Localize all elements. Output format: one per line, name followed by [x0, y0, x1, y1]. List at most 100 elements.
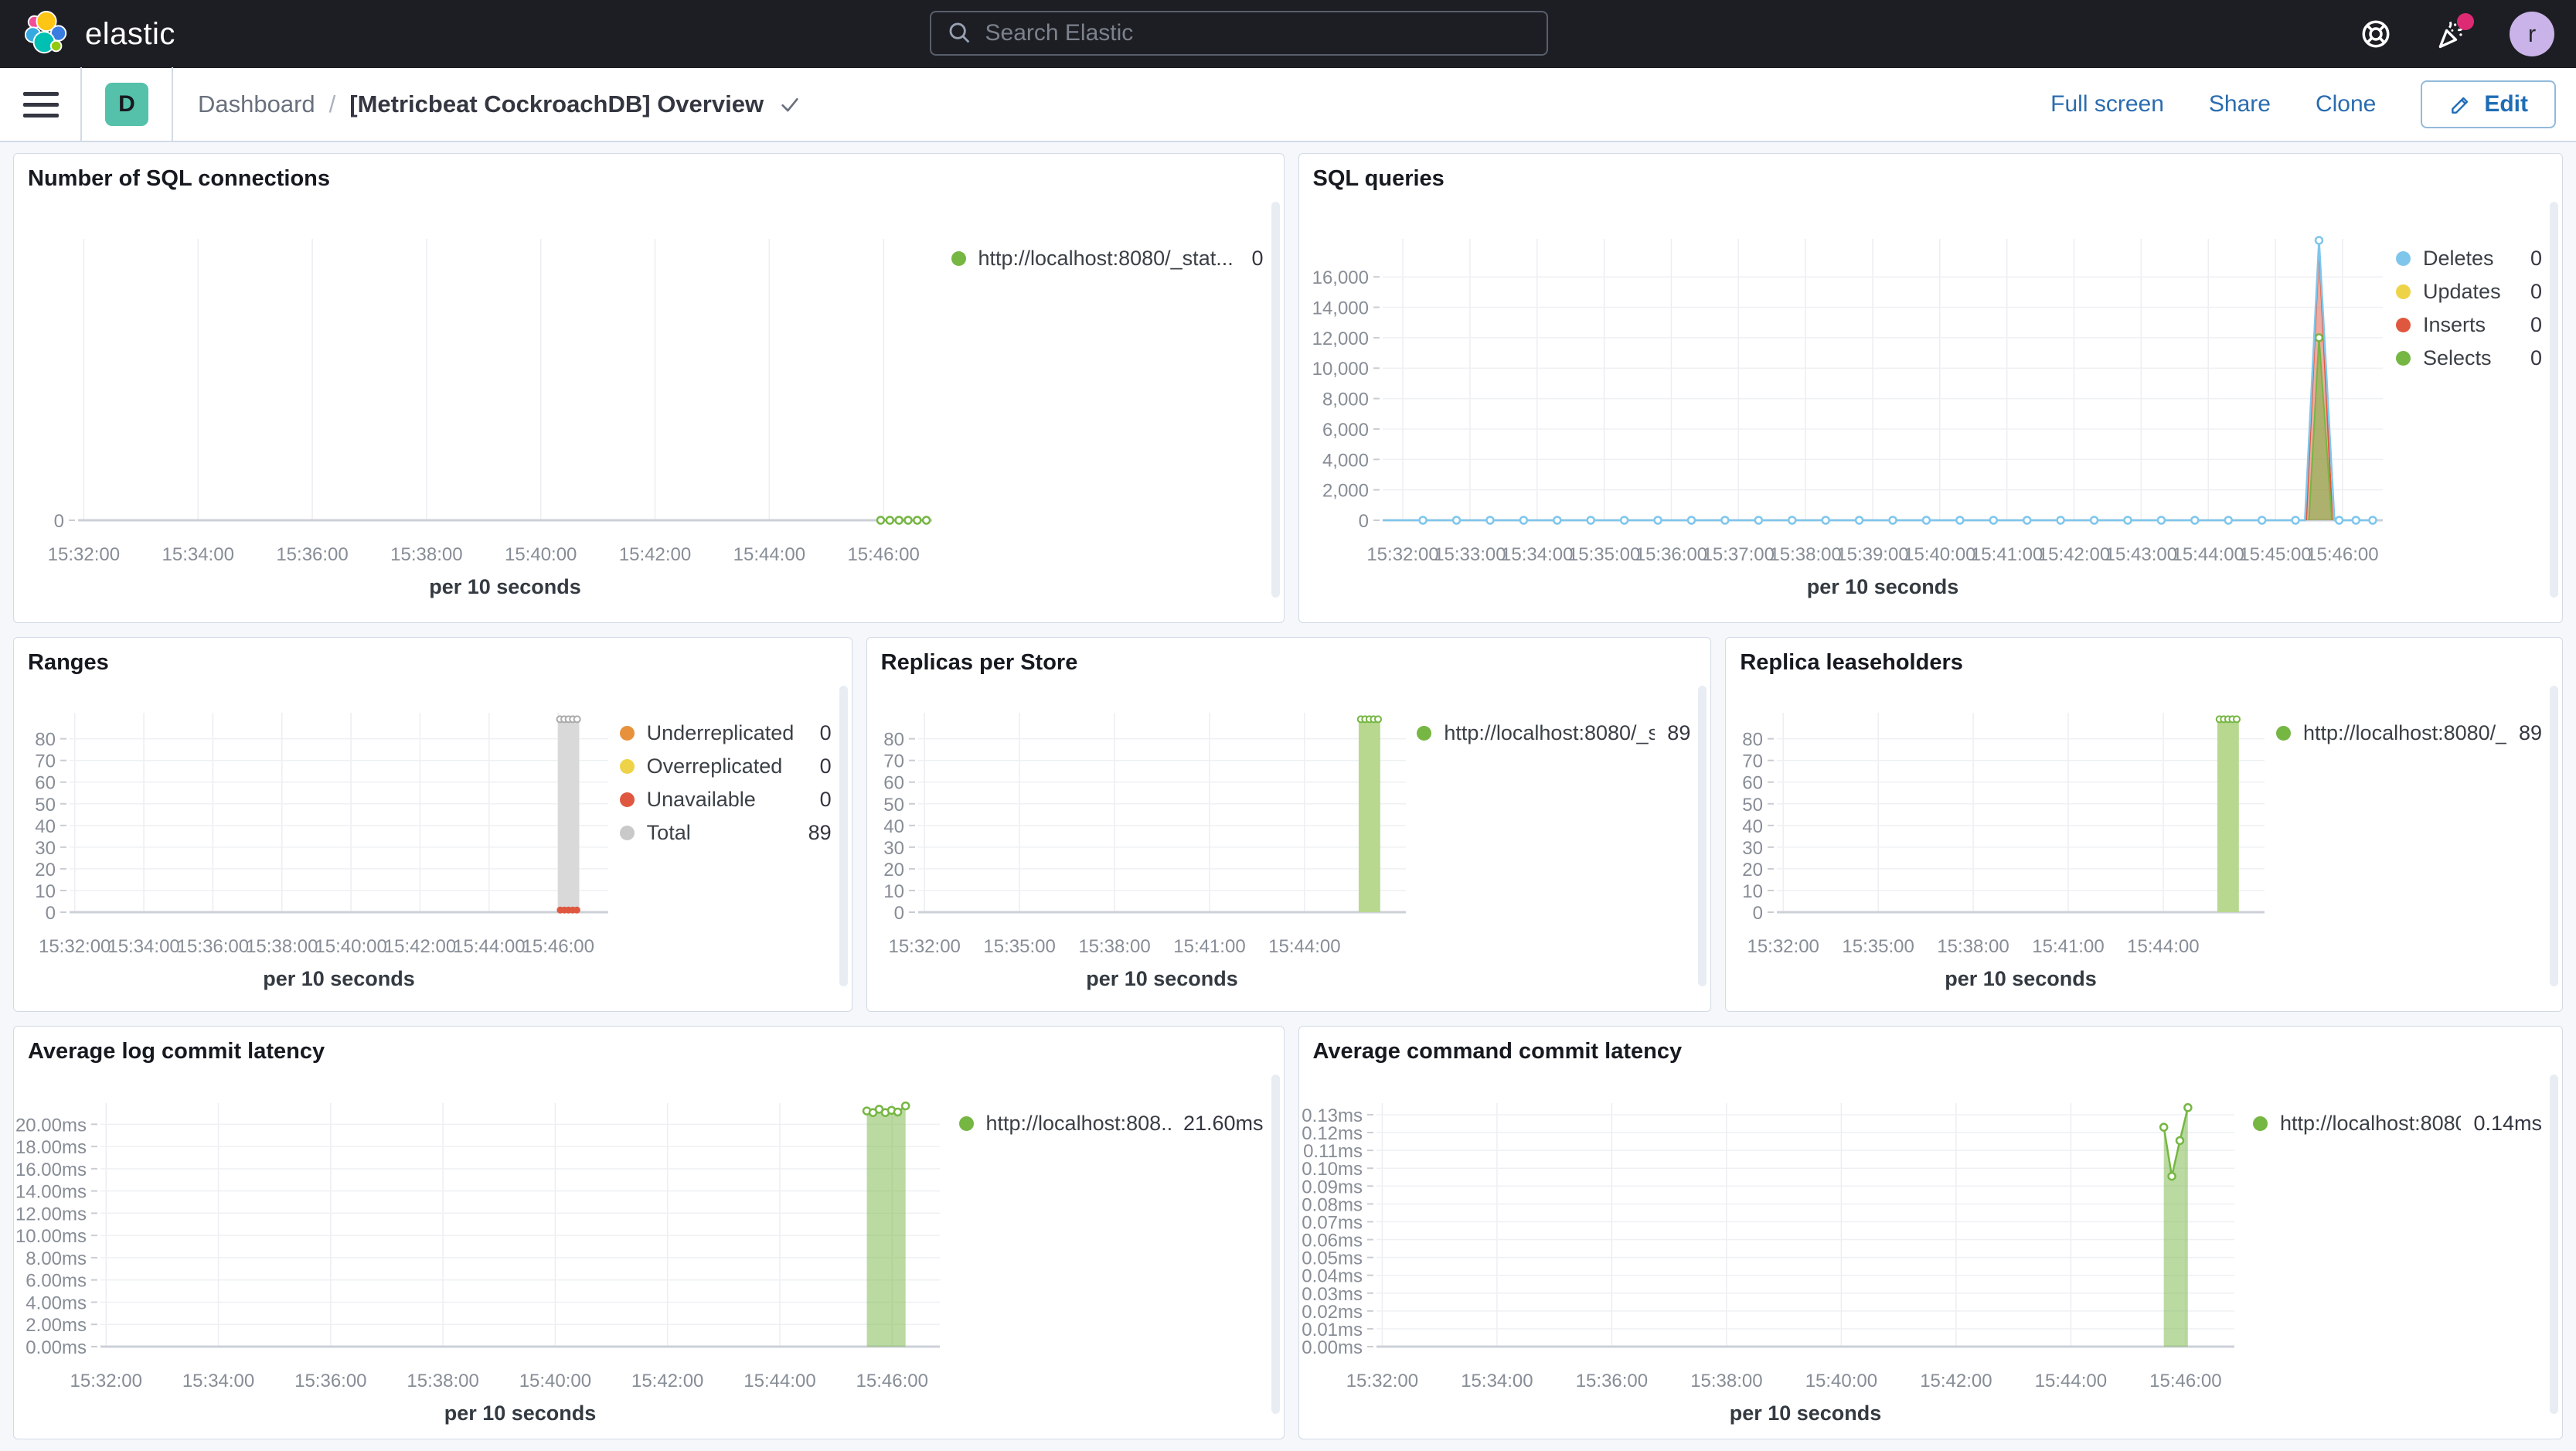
edit-button[interactable]: Edit: [2421, 80, 2556, 128]
svg-text:15:41:00: 15:41:00: [1173, 936, 1245, 957]
svg-text:0: 0: [893, 903, 903, 924]
legend-item[interactable]: Selects 0: [2396, 342, 2542, 375]
legend-dot: [619, 759, 635, 774]
legend-item[interactable]: Updates 0: [2396, 275, 2542, 308]
legend-item[interactable]: Underreplicated 0: [619, 717, 832, 750]
chart-canvas-ranges[interactable]: 15:32:00 15:34:00 15:36:00 15:38:00 15:40:00…: [14, 683, 620, 1011]
chart-legend: Underreplicated 0 Overreplicated 0 Unava…: [619, 683, 852, 1011]
svg-text:per 10 seconds: per 10 seconds: [1729, 1402, 1881, 1425]
legend-item[interactable]: http://localhost:8080/_stat... 0: [951, 242, 1264, 275]
panel-scrollbar[interactable]: [839, 686, 848, 986]
svg-text:15:40:00: 15:40:00: [519, 1371, 591, 1391]
panel-scrollbar[interactable]: [2550, 686, 2559, 986]
svg-text:15:41:00: 15:41:00: [1970, 544, 2042, 565]
svg-text:0.00ms: 0.00ms: [1302, 1337, 1363, 1358]
svg-text:16,000: 16,000: [1312, 267, 1368, 288]
full-screen-button[interactable]: Full screen: [2050, 91, 2164, 117]
panel-title: Ranges: [28, 650, 109, 675]
svg-text:30: 30: [35, 838, 56, 859]
clone-button[interactable]: Clone: [2315, 91, 2377, 117]
legend-item[interactable]: Total 89: [619, 816, 832, 850]
svg-text:15:34:00: 15:34:00: [162, 544, 234, 565]
share-button[interactable]: Share: [2208, 91, 2271, 117]
svg-text:15:40:00: 15:40:00: [1904, 544, 1975, 565]
elastic-logo[interactable]: elastic: [23, 10, 175, 58]
svg-text:15:32:00: 15:32:00: [39, 936, 111, 957]
svg-text:6,000: 6,000: [1322, 420, 1368, 441]
panel-log-commit-latency: Average log commit latency 15:32:00 15:34…: [13, 1026, 1285, 1439]
chart-canvas-log-latency[interactable]: 15:32:00 15:34:00 15:36:00 15:38:00 15:40:00…: [14, 1071, 959, 1439]
svg-text:18.00ms: 18.00ms: [15, 1137, 87, 1158]
legend-item[interactable]: Unavailable 0: [619, 783, 832, 816]
svg-text:per 10 seconds: per 10 seconds: [1806, 575, 1958, 598]
legend-item[interactable]: http://localhost:8080/_sta... 89: [2276, 717, 2542, 750]
svg-text:15:34:00: 15:34:00: [182, 1371, 254, 1391]
menu-button[interactable]: [23, 91, 59, 118]
svg-text:0.05ms: 0.05ms: [1302, 1248, 1363, 1269]
svg-text:40: 40: [35, 816, 56, 837]
legend-item[interactable]: Inserts 0: [2396, 308, 2542, 342]
global-search-input[interactable]: Search Elastic: [929, 11, 1548, 56]
help-button[interactable]: [2358, 16, 2394, 52]
legend-dot: [951, 251, 966, 266]
legend-item[interactable]: http://localhost:8080... 0.14ms: [2253, 1107, 2542, 1140]
panel-title: Number of SQL connections: [28, 166, 331, 191]
panel-title: Average command commit latency: [1312, 1039, 1683, 1064]
breadcrumb-separator: /: [328, 90, 336, 118]
chart-canvas-leaseholders[interactable]: 15:32:00 15:35:00 15:38:00 15:41:00 15:44:00…: [1726, 683, 2276, 1011]
svg-text:6.00ms: 6.00ms: [26, 1271, 87, 1292]
panel-ranges: Ranges 15:32:00 15:34:00 15:36:00 15:38:00 1…: [13, 637, 852, 1012]
svg-text:per 10 seconds: per 10 seconds: [1945, 967, 2098, 990]
svg-text:70: 70: [1743, 751, 1764, 772]
check-icon: [781, 98, 798, 112]
dashboard-app-badge[interactable]: D: [105, 83, 148, 126]
svg-text:15:43:00: 15:43:00: [2105, 544, 2176, 565]
svg-text:15:32:00: 15:32:00: [1366, 544, 1438, 565]
chart-canvas-replicas[interactable]: 15:32:00 15:35:00 15:38:00 15:41:00 15:44:00…: [867, 683, 1417, 1011]
legend-item[interactable]: Deletes 0: [2396, 242, 2542, 275]
panel-scrollbar[interactable]: [2550, 1075, 2558, 1414]
chart-canvas-command-latency[interactable]: 15:32:00 15:34:00 15:36:00 15:38:00 15:40:00…: [1299, 1071, 2254, 1439]
svg-text:14,000: 14,000: [1312, 298, 1368, 319]
chart-legend: http://localhost:8080/_stat... 0: [951, 199, 1284, 622]
svg-text:15:32:00: 15:32:00: [1747, 936, 1819, 957]
newsfeed-button[interactable]: [2434, 13, 2474, 52]
panel-scrollbar[interactable]: [1271, 1075, 1280, 1414]
legend-dot: [958, 1116, 974, 1131]
chart-canvas-sql-queries[interactable]: 15:32:00 15:33:00 15:34:00 15:35:00 15:36:00…: [1299, 199, 2397, 622]
svg-text:15:32:00: 15:32:00: [70, 1371, 142, 1391]
user-avatar[interactable]: r: [2510, 12, 2554, 56]
legend-item[interactable]: Overreplicated 0: [619, 750, 832, 783]
legend-dot: [2396, 284, 2411, 299]
svg-text:15:32:00: 15:32:00: [1346, 1371, 1417, 1391]
svg-text:15:35:00: 15:35:00: [1567, 544, 1639, 565]
svg-text:15:44:00: 15:44:00: [2128, 936, 2200, 957]
svg-text:15:38:00: 15:38:00: [390, 544, 462, 565]
svg-text:4,000: 4,000: [1322, 450, 1368, 471]
panel-replicas-per-store: Replicas per Store 15:32:00 15:35:00 15:38…: [866, 637, 1712, 1012]
svg-text:80: 80: [1743, 730, 1764, 751]
legend-dot: [2396, 351, 2411, 366]
svg-text:80: 80: [883, 730, 904, 751]
svg-text:60: 60: [883, 773, 904, 794]
panel-scrollbar[interactable]: [2550, 202, 2558, 598]
svg-text:0.02ms: 0.02ms: [1302, 1302, 1363, 1323]
legend-dot: [2396, 251, 2411, 266]
svg-text:0.11ms: 0.11ms: [1303, 1141, 1363, 1162]
svg-text:15:42:00: 15:42:00: [2037, 544, 2109, 565]
panel-scrollbar[interactable]: [1271, 202, 1280, 598]
svg-text:per 10 seconds: per 10 seconds: [444, 1402, 597, 1425]
legend-item[interactable]: http://localhost:8080/_sta... 89: [1417, 717, 1690, 750]
legend-dot: [2396, 318, 2411, 332]
legend-item[interactable]: http://localhost:808... 21.60ms: [958, 1107, 1264, 1140]
svg-text:40: 40: [883, 816, 904, 837]
svg-text:0: 0: [46, 903, 56, 924]
chart-canvas-sql-connections[interactable]: 15:32:00 15:34:00 15:36:00 15:38:00 15:40:00…: [14, 199, 951, 622]
svg-text:30: 30: [1743, 838, 1764, 859]
svg-text:50: 50: [35, 795, 56, 816]
svg-text:14.00ms: 14.00ms: [15, 1182, 87, 1203]
legend-dot: [619, 826, 635, 840]
breadcrumb-dashboard-link[interactable]: Dashboard: [198, 90, 315, 118]
svg-text:0.04ms: 0.04ms: [1302, 1266, 1363, 1287]
panel-scrollbar[interactable]: [1698, 686, 1707, 986]
